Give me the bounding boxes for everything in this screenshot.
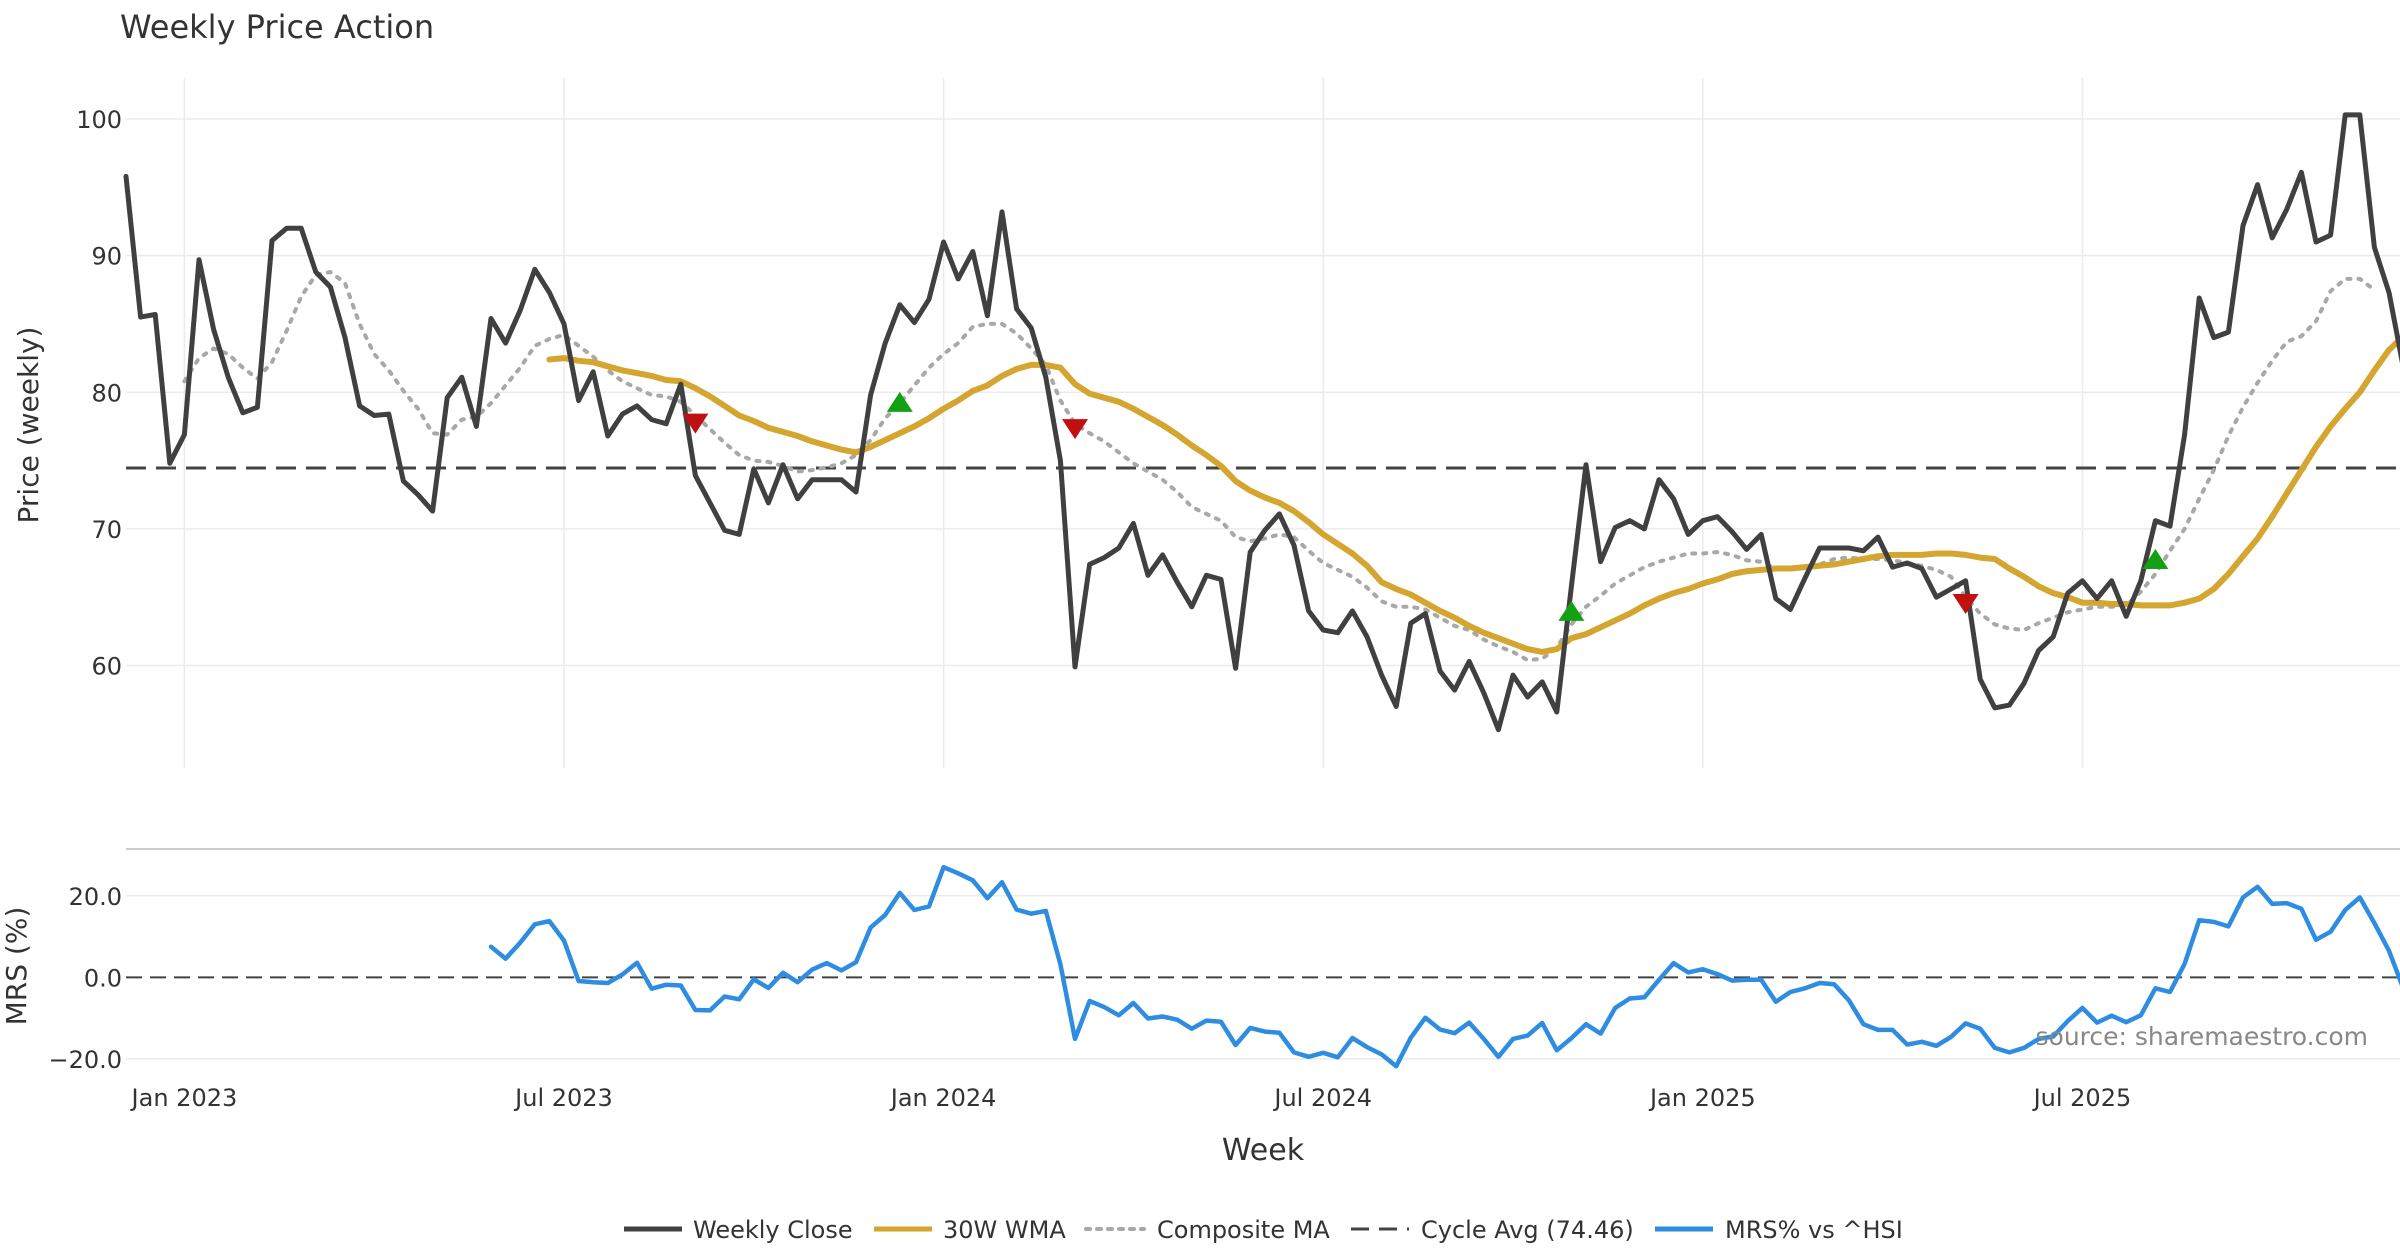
buy-signal-marker [886,391,913,412]
price-ytick-label: 90 [91,243,122,271]
legend: Weekly Close 30W WMA Composite MA Cycle … [624,1216,1903,1244]
price-series-lines [123,112,2400,733]
price-y-ticks: 60 70 80 90 100 [76,106,122,681]
x-tick-label: Jan 2025 [1648,1084,1756,1112]
x-tick-label: Jul 2023 [513,1084,613,1112]
chart-title: Weekly Price Action [120,8,434,46]
series-line-composite-ma [182,270,2377,663]
mrs-ytick-label: 20.0 [69,883,122,911]
mrs-y-axis-label: MRS (%) [0,907,33,1026]
source-label: source: sharemaestro.com [2036,1022,2369,1051]
x-axis-ticks: Jan 2023 Jul 2023 Jan 2024 Jul 2024 Jan 2025… [130,1084,2132,1112]
mrs-y-ticks: −20.0 0.0 20.0 [48,883,122,1074]
price-gridlines [126,78,2400,768]
x-tick-label: Jan 2024 [889,1084,997,1112]
legend-label-weekly-close: Weekly Close [693,1216,853,1244]
x-axis-label: Week [1222,1133,1305,1168]
mrs-gridlines [126,895,2400,1060]
buy-signal-marker [2142,548,2169,569]
legend-label-cycle-avg: Cycle Avg (74.46) [1421,1216,1634,1244]
series-line-weekly-close [123,112,2400,733]
signal-markers [682,391,2169,621]
mrs-ytick-label: −20.0 [48,1046,122,1074]
sell-signal-marker [1952,594,1979,615]
price-ytick-label: 80 [91,379,122,407]
sell-signal-marker [1062,419,1088,440]
sell-signal-marker [682,413,709,434]
price-ytick-label: 60 [91,653,122,681]
buy-signal-marker [1558,600,1585,621]
series-line-mrs-vs-hsi [488,864,2400,1069]
price-ytick-label: 100 [76,106,122,134]
legend-label-30w-wma: 30W WMA [943,1216,1066,1244]
x-tick-label: Jul 2024 [1272,1084,1372,1112]
price-ytick-label: 70 [91,516,122,544]
x-tick-label: Jul 2025 [2032,1084,2132,1112]
legend-label-mrs: MRS% vs ^HSI [1725,1216,1903,1244]
legend-label-composite-ma: Composite MA [1157,1216,1330,1244]
mrs-ytick-label: 0.0 [84,964,122,992]
price-y-axis-label: Price (weekly) [12,327,45,524]
x-tick-label: Jan 2023 [130,1084,238,1112]
mrs-series-lines [488,864,2400,1069]
